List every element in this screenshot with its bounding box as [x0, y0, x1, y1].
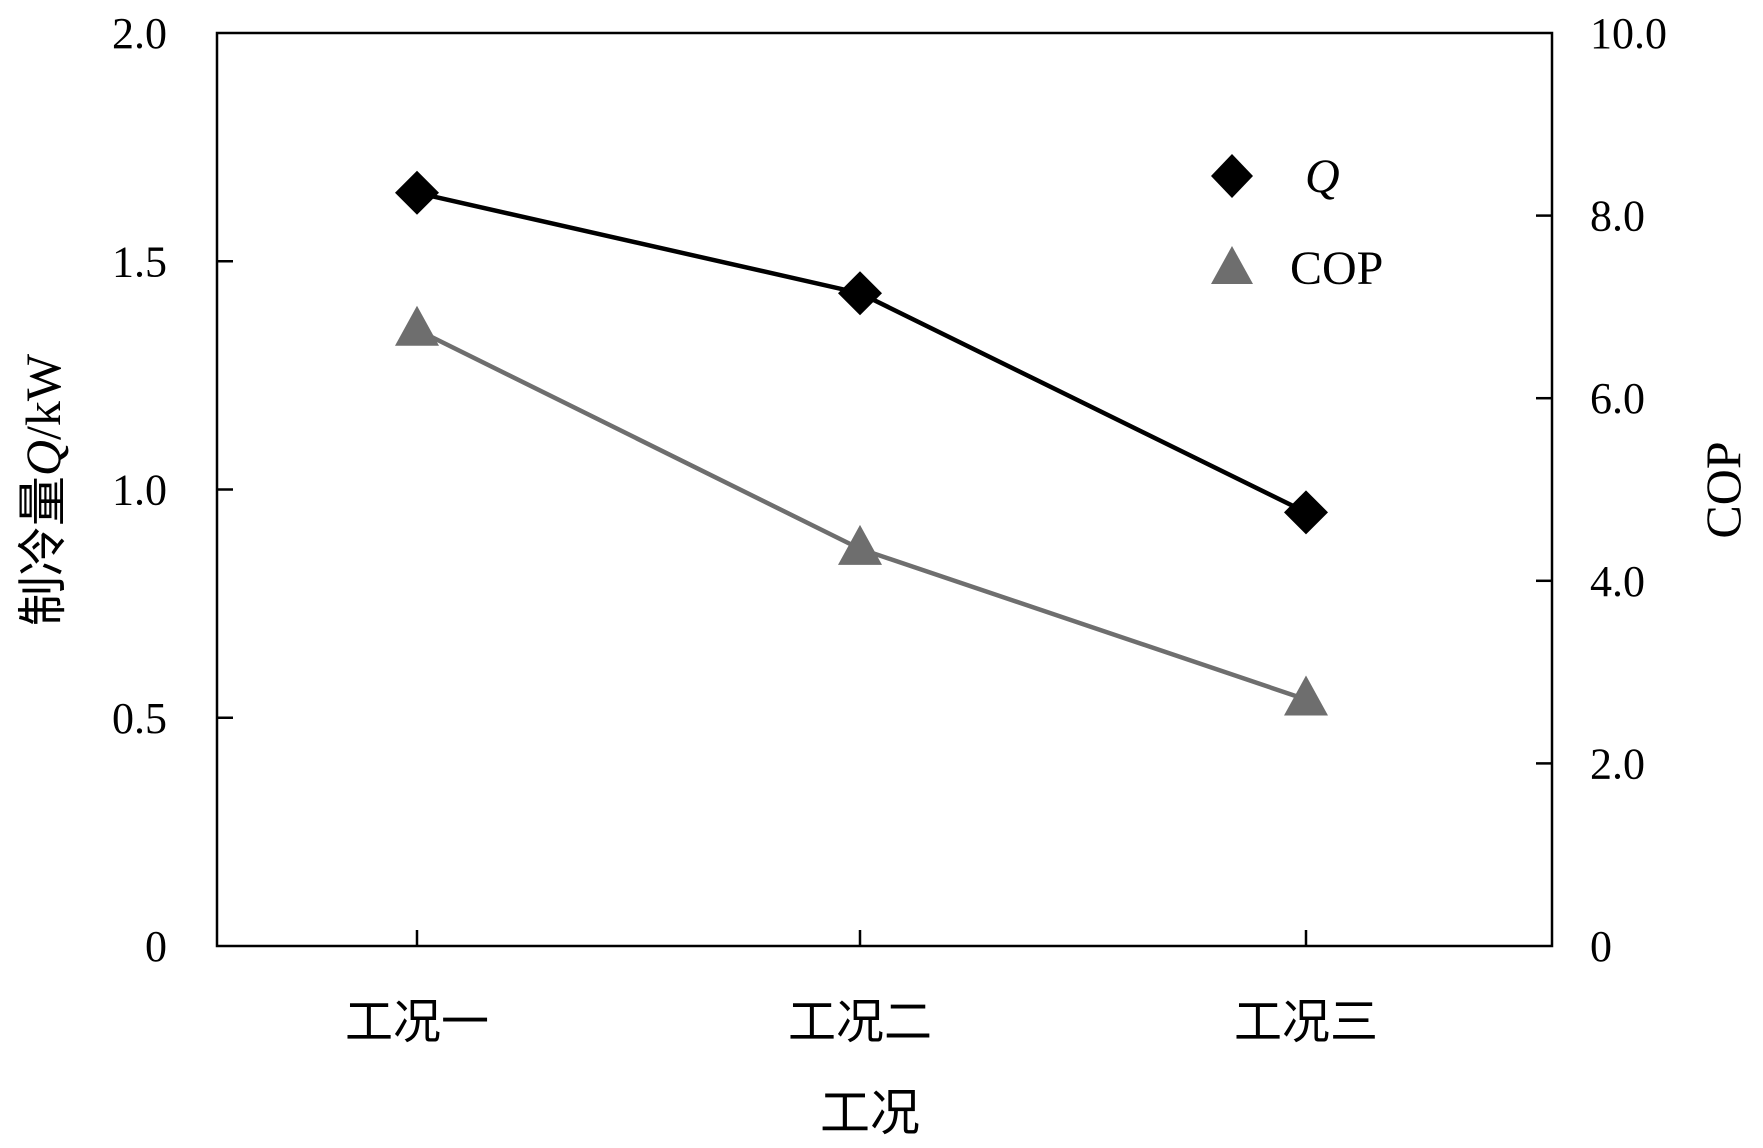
legend-label-cop: COP: [1290, 242, 1383, 295]
data-point-cop: [395, 305, 439, 346]
right-axis: 0 2.0 4.0 6.0 8.0 10.0: [1536, 9, 1667, 971]
legend-marker-cop: [1211, 246, 1253, 284]
left-axis: 0 0.5 1.0 1.5 2.0: [112, 9, 233, 971]
data-point-cop: [1284, 675, 1328, 716]
x-axis-title: 工况: [820, 1085, 920, 1141]
y-right-tick-label: 10.0: [1590, 9, 1667, 58]
y-left-tick-label: 2.0: [112, 9, 167, 58]
y-left-tick-label: 1.5: [112, 237, 167, 286]
data-point-q: [838, 271, 882, 316]
y-left-axis-title: 制冷量Q/kW: [15, 353, 71, 626]
y-left-tick-label: 0: [145, 922, 167, 971]
x-category-label: 工况三: [1234, 996, 1378, 1049]
x-category-label: 工况一: [345, 996, 489, 1049]
data-point-cop: [838, 524, 882, 565]
y-right-tick-label: 6.0: [1590, 374, 1645, 423]
y-left-tick-label: 0.5: [112, 694, 167, 743]
data-point-q: [395, 170, 439, 215]
data-point-q: [1284, 490, 1328, 535]
plot-frame: [215, 31, 1554, 948]
series-line-q: [416, 190, 1307, 515]
y-right-tick-label: 4.0: [1590, 557, 1645, 606]
legend: Q COP: [1211, 150, 1383, 295]
x-category-label: 工况二: [788, 996, 932, 1049]
series-line-cop: [416, 327, 1307, 702]
y-right-tick-label: 0: [1590, 922, 1612, 971]
y-right-axis-title: COP: [1695, 441, 1751, 538]
legend-label-q: Q: [1305, 150, 1340, 203]
legend-marker-q: [1211, 154, 1253, 198]
series-layer: [395, 170, 1328, 716]
y-right-tick-label: 8.0: [1590, 192, 1645, 241]
x-axis: 工况一 工况二 工况三: [345, 930, 1378, 1049]
y-left-tick-label: 1.0: [112, 466, 167, 515]
y-right-tick-label: 2.0: [1590, 739, 1645, 788]
